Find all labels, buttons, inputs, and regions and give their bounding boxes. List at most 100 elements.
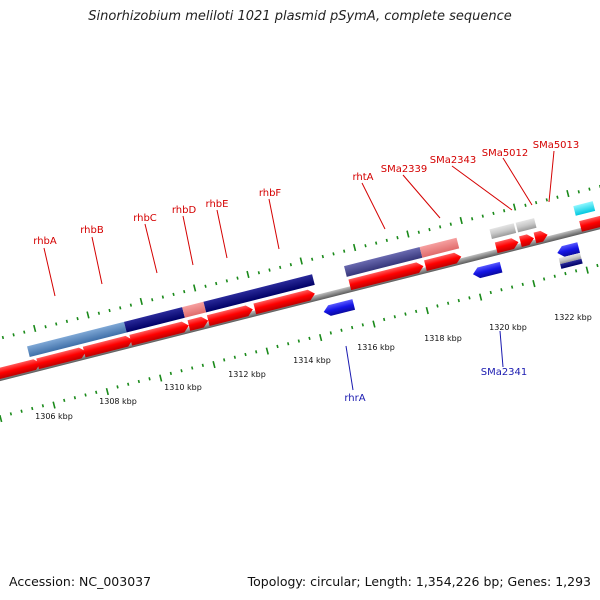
cds-arrow-reverse[interactable] — [322, 299, 356, 317]
gene-label-SMa2339[interactable]: SMa2339 — [381, 164, 428, 175]
minor-tick — [127, 382, 130, 386]
minor-tick — [343, 249, 346, 253]
tick-label: 1310 kbp — [164, 383, 202, 392]
gene-label-rhbE[interactable]: rhbE — [206, 199, 229, 210]
minor-tick — [297, 339, 300, 343]
minor-tick — [329, 331, 332, 335]
gene-bar-rhbE-rhbF[interactable] — [203, 274, 315, 313]
gene-bar-rhtA[interactable] — [344, 247, 423, 277]
minor-tick — [257, 271, 261, 275]
minor-tick — [137, 379, 141, 384]
cds-arrow[interactable] — [424, 251, 463, 272]
minor-tick — [385, 238, 388, 243]
minor-tick — [428, 227, 431, 232]
minor-tick — [204, 284, 207, 288]
map-title: Sinorhizobium meliloti 1021 plasmid pSym… — [88, 9, 512, 24]
gene-bar-rhbC[interactable] — [123, 307, 185, 333]
cds-arrow[interactable] — [348, 261, 424, 291]
gene-bar-SMa5013[interactable] — [515, 218, 537, 233]
pseudo-gene-reverse[interactable] — [558, 252, 582, 265]
minor-tick — [577, 190, 580, 194]
gene-label-SMa5012[interactable]: SMa5012 — [482, 148, 529, 159]
minor-tick — [279, 265, 282, 270]
minor-tick — [556, 195, 559, 199]
major-tick — [406, 230, 410, 238]
minor-tick — [215, 281, 218, 286]
gene-label-SMa5013[interactable]: SMa5013 — [533, 140, 580, 151]
major-tick — [105, 387, 110, 396]
cds-arrow[interactable] — [519, 233, 535, 247]
reverse-cds-row — [322, 242, 583, 317]
major-tick — [192, 284, 197, 292]
gene-bar-reverse[interactable] — [560, 258, 583, 269]
cds-arrow[interactable] — [533, 229, 549, 244]
minor-tick — [351, 325, 354, 330]
minor-tick — [119, 306, 122, 310]
cds-arrow-reverse[interactable] — [472, 261, 503, 280]
minor-tick — [481, 214, 484, 218]
minor-tick — [510, 285, 514, 289]
minor-tick — [287, 342, 290, 346]
cds-arrow[interactable] — [36, 346, 87, 370]
tick-label: 1314 kbp — [293, 356, 331, 365]
gene-bar-rhbA[interactable] — [27, 321, 127, 358]
gene-label-rhtA[interactable]: rhtA — [352, 172, 373, 183]
gene-label-rhbC[interactable]: rhbC — [133, 213, 157, 224]
gene-label-rhrA[interactable]: rhrA — [344, 393, 365, 404]
gene-bar-SMa2339[interactable] — [419, 237, 460, 258]
minor-tick — [108, 308, 111, 313]
major-tick — [86, 311, 90, 319]
minor-tick — [468, 296, 471, 300]
major-tick — [459, 216, 463, 225]
minor-tick — [201, 363, 205, 367]
tick-label: 1306 kbp — [35, 412, 73, 421]
minor-tick — [524, 203, 527, 207]
summary-text: Topology: circular; Length: 1,354,226 bp… — [247, 574, 591, 589]
minor-tick — [439, 225, 442, 229]
minor-tick — [553, 274, 556, 278]
gene-label-SMa2341[interactable]: SMa2341 — [481, 367, 528, 378]
gene-labels: rhbArhbBrhbCrhbDrhbErhbFrhtASMa2339SMa23… — [33, 140, 579, 404]
minor-tick — [95, 390, 98, 394]
minor-tick — [311, 257, 314, 261]
gene-label-rhbF[interactable]: rhbF — [259, 188, 282, 199]
gene-label-rhbD[interactable]: rhbD — [172, 205, 197, 216]
minor-tick — [169, 371, 173, 376]
gene-bar-rhbD[interactable] — [182, 301, 207, 318]
minor-tick — [23, 330, 26, 334]
cds-arrow[interactable] — [206, 304, 254, 326]
minor-tick — [225, 279, 229, 283]
cds-arrow[interactable] — [187, 315, 210, 331]
tick-label: 1312 kbp — [228, 370, 266, 379]
minor-tick — [31, 406, 34, 411]
cds-arrow[interactable] — [129, 320, 190, 346]
minor-tick — [1, 335, 5, 340]
major-tick — [265, 347, 269, 355]
major-tick — [425, 307, 429, 315]
minor-tick — [446, 301, 450, 305]
cds-arrow[interactable] — [494, 237, 520, 254]
minor-tick — [308, 336, 311, 340]
cds-arrow-reverse[interactable] — [556, 242, 580, 258]
accession-text: Accession: NC_003037 — [9, 574, 152, 589]
gene-label-rhbB[interactable]: rhbB — [80, 225, 104, 236]
cds-arrow[interactable] — [253, 288, 316, 315]
gene-bar-edge[interactable] — [573, 201, 596, 216]
minor-tick — [65, 319, 69, 323]
minor-tick — [521, 282, 524, 287]
major-tick — [159, 374, 163, 382]
minor-tick — [404, 312, 407, 316]
minor-tick — [161, 295, 165, 299]
minor-tick — [396, 236, 399, 240]
minor-tick — [268, 268, 271, 272]
cds-arrow[interactable] — [82, 334, 134, 358]
gene-label-SMa2343[interactable]: SMa2343 — [430, 155, 477, 166]
gene-label-rhbA[interactable]: rhbA — [33, 236, 57, 247]
cds-arrow[interactable] — [579, 213, 600, 232]
cds-arrow[interactable] — [0, 358, 42, 387]
minor-tick — [382, 317, 386, 322]
minor-tick — [500, 288, 503, 292]
gene-bar-SMa2343[interactable] — [489, 223, 517, 240]
major-tick — [319, 333, 323, 342]
minor-tick — [289, 263, 292, 267]
